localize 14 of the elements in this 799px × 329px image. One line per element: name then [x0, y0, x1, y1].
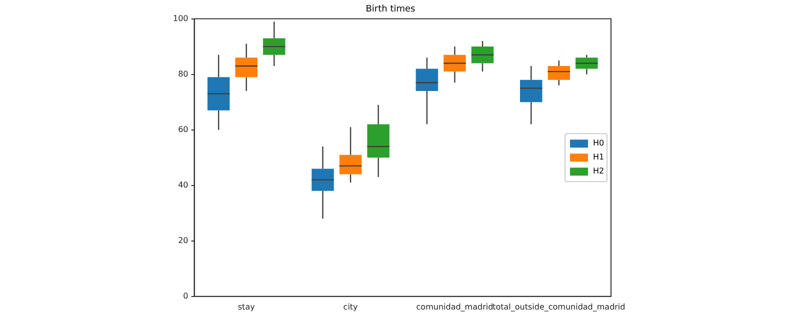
- x-tick-label: stay: [238, 302, 256, 312]
- y-tick-label: 60: [178, 124, 188, 134]
- y-tick-label: 0: [183, 291, 188, 300]
- chart-title: Birth times: [366, 4, 416, 15]
- y-tick-label: 100: [172, 14, 188, 23]
- y-tick-label: 20: [178, 236, 188, 245]
- x-tick-label: total_outside_comunidad_madrid: [492, 302, 626, 312]
- legend-label: H2: [593, 166, 604, 176]
- y-tick-label: 40: [178, 180, 188, 190]
- legend-label: H0: [593, 138, 604, 148]
- x-tick-label: city: [343, 302, 358, 312]
- x-tick-label: comunidad_madrid: [416, 302, 494, 312]
- legend-label: H1: [593, 152, 604, 162]
- y-tick-label: 80: [178, 69, 188, 78]
